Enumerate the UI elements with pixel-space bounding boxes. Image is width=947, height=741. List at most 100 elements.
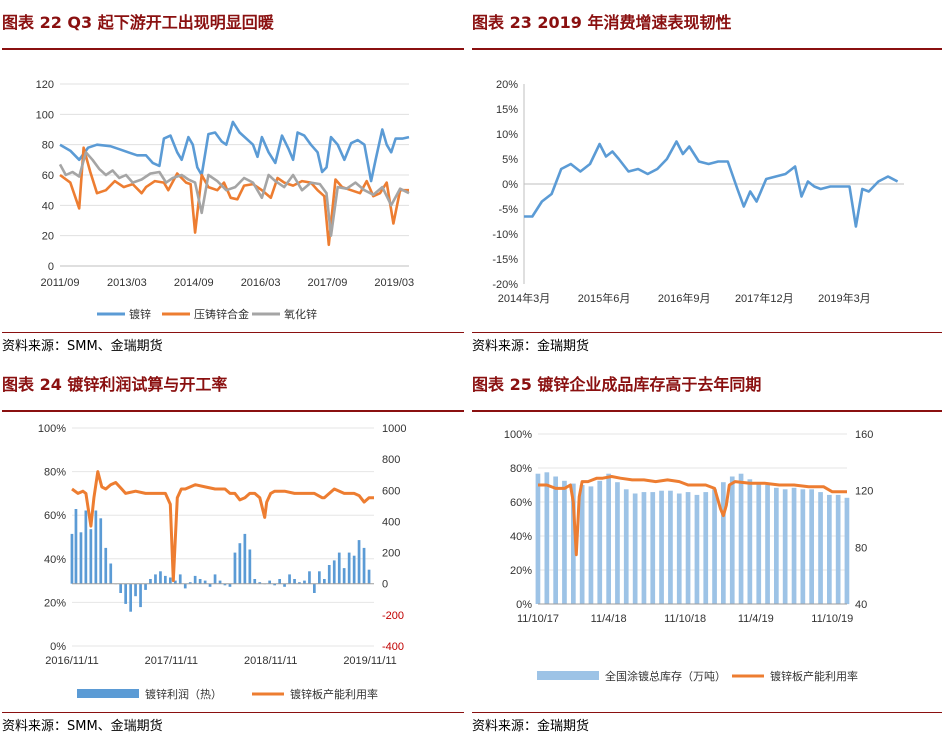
y-right-tick-label: 1000 [382, 423, 406, 435]
title-rule [472, 48, 942, 50]
bar [615, 482, 620, 604]
y-tick-label: 120 [36, 79, 54, 91]
y-left-tick-label: 0% [516, 599, 532, 611]
panel-title: 图表 22 Q3 起下游开工出现明显回暖 [2, 13, 274, 32]
y-tick-label: 40 [42, 200, 54, 212]
bar [178, 574, 182, 584]
bar [183, 583, 187, 589]
panel-title: 图表 25 镀锌企业成品库存高于去年同期 [472, 375, 762, 394]
bar [208, 583, 212, 587]
y-right-tick-label: 600 [382, 485, 400, 497]
bar [588, 486, 594, 604]
legend-label: 压铸锌合金 [194, 307, 249, 321]
bar [782, 489, 788, 605]
series-line [538, 475, 847, 557]
x-tick-label: 2018/11/11 [244, 655, 297, 667]
y-right-tick-label: 400 [382, 516, 400, 528]
bar [641, 492, 647, 604]
y-tick-label: 20% [496, 79, 518, 91]
legend-label: 镀锌利润（热） [145, 687, 222, 701]
bar [303, 580, 306, 584]
legend-swatch [537, 671, 599, 680]
bar [174, 580, 177, 584]
y-right-tick-label: 80 [855, 542, 867, 554]
bar [203, 580, 207, 584]
bar [844, 497, 850, 605]
bar [149, 579, 152, 584]
bar [288, 574, 291, 584]
bar [313, 583, 316, 593]
bar [268, 580, 271, 584]
bar [623, 489, 629, 605]
y-left-tick-label: 60% [510, 497, 532, 509]
bar [809, 489, 814, 605]
bar [154, 574, 157, 584]
chart-24: 0% 20% 40% 60% 80% 100% -400 -200 0 200 400 600 800 1… [38, 423, 407, 701]
source-text: 资料来源：SMM、金瑞期货 [2, 719, 163, 734]
bar [298, 582, 301, 584]
bar [188, 582, 192, 584]
bar [104, 547, 108, 584]
y-tick-label: 0 [48, 261, 54, 273]
bar [99, 518, 103, 584]
y-tick-label: 10% [496, 129, 518, 141]
bar [659, 490, 664, 604]
series-line [59, 120, 410, 183]
x-tick-label: 11/4/18 [591, 613, 627, 625]
x-tick-label: 2019/03 [374, 277, 414, 289]
panel-title: 图表 24 镀锌利润试算与开工率 [2, 375, 228, 394]
bar [571, 483, 576, 604]
bar [323, 579, 326, 584]
x-tick-label: 2014年3月 [498, 291, 551, 305]
x-tick-label: 2016/03 [241, 277, 281, 289]
bar [218, 580, 222, 584]
bar [756, 483, 762, 604]
y-left-tick-label: 20% [44, 597, 66, 609]
title-rule [2, 48, 464, 50]
legend-swatch [77, 689, 139, 698]
y-right-tick-label: 200 [382, 548, 400, 560]
x-tick-label: 2015年6月 [578, 291, 631, 305]
y-tick-label: -10% [492, 229, 518, 241]
bar [228, 583, 232, 587]
y-right-tick-label: -400 [382, 641, 404, 653]
bar [327, 565, 331, 584]
bar [293, 579, 296, 584]
bar [747, 479, 753, 604]
bar [827, 494, 832, 604]
bar [109, 563, 113, 584]
bar [544, 472, 550, 605]
bar [278, 579, 281, 584]
bar [238, 543, 242, 584]
panel-chart-23: 图表 23 2019 年消费增速表现韧性 -20% -15% -10% -5% 0% 5%… [472, 8, 942, 358]
y-tick-label: 100 [36, 109, 54, 121]
bar [258, 582, 262, 584]
legend-label: 镀锌 [129, 307, 151, 321]
bar [308, 571, 311, 584]
bar [729, 476, 735, 604]
bar [223, 583, 227, 586]
y-tick-label: 0% [502, 179, 518, 191]
y-left-tick-label: 0% [50, 641, 66, 653]
x-tick-label: 11/10/18 [664, 613, 706, 625]
y-left-tick-label: 40% [44, 554, 66, 566]
bar [347, 552, 351, 584]
bar [233, 552, 237, 584]
bar [119, 583, 122, 593]
x-tick-label: 11/10/17 [517, 613, 559, 625]
bar [169, 577, 172, 584]
y-right-tick-label: 0 [382, 579, 388, 591]
x-tick-label: 11/10/19 [811, 613, 853, 625]
bar [273, 583, 276, 586]
legend-label: 镀锌板产能利用率 [290, 687, 378, 701]
title-rule [472, 410, 942, 412]
bar [164, 575, 167, 584]
bar [694, 494, 700, 604]
bar [243, 533, 247, 584]
bar [84, 510, 88, 584]
bar [337, 552, 341, 584]
bar [134, 583, 137, 597]
x-tick-label: 2014/09 [174, 277, 214, 289]
bar [676, 493, 682, 604]
x-tick-label: 2017年12月 [735, 291, 794, 305]
